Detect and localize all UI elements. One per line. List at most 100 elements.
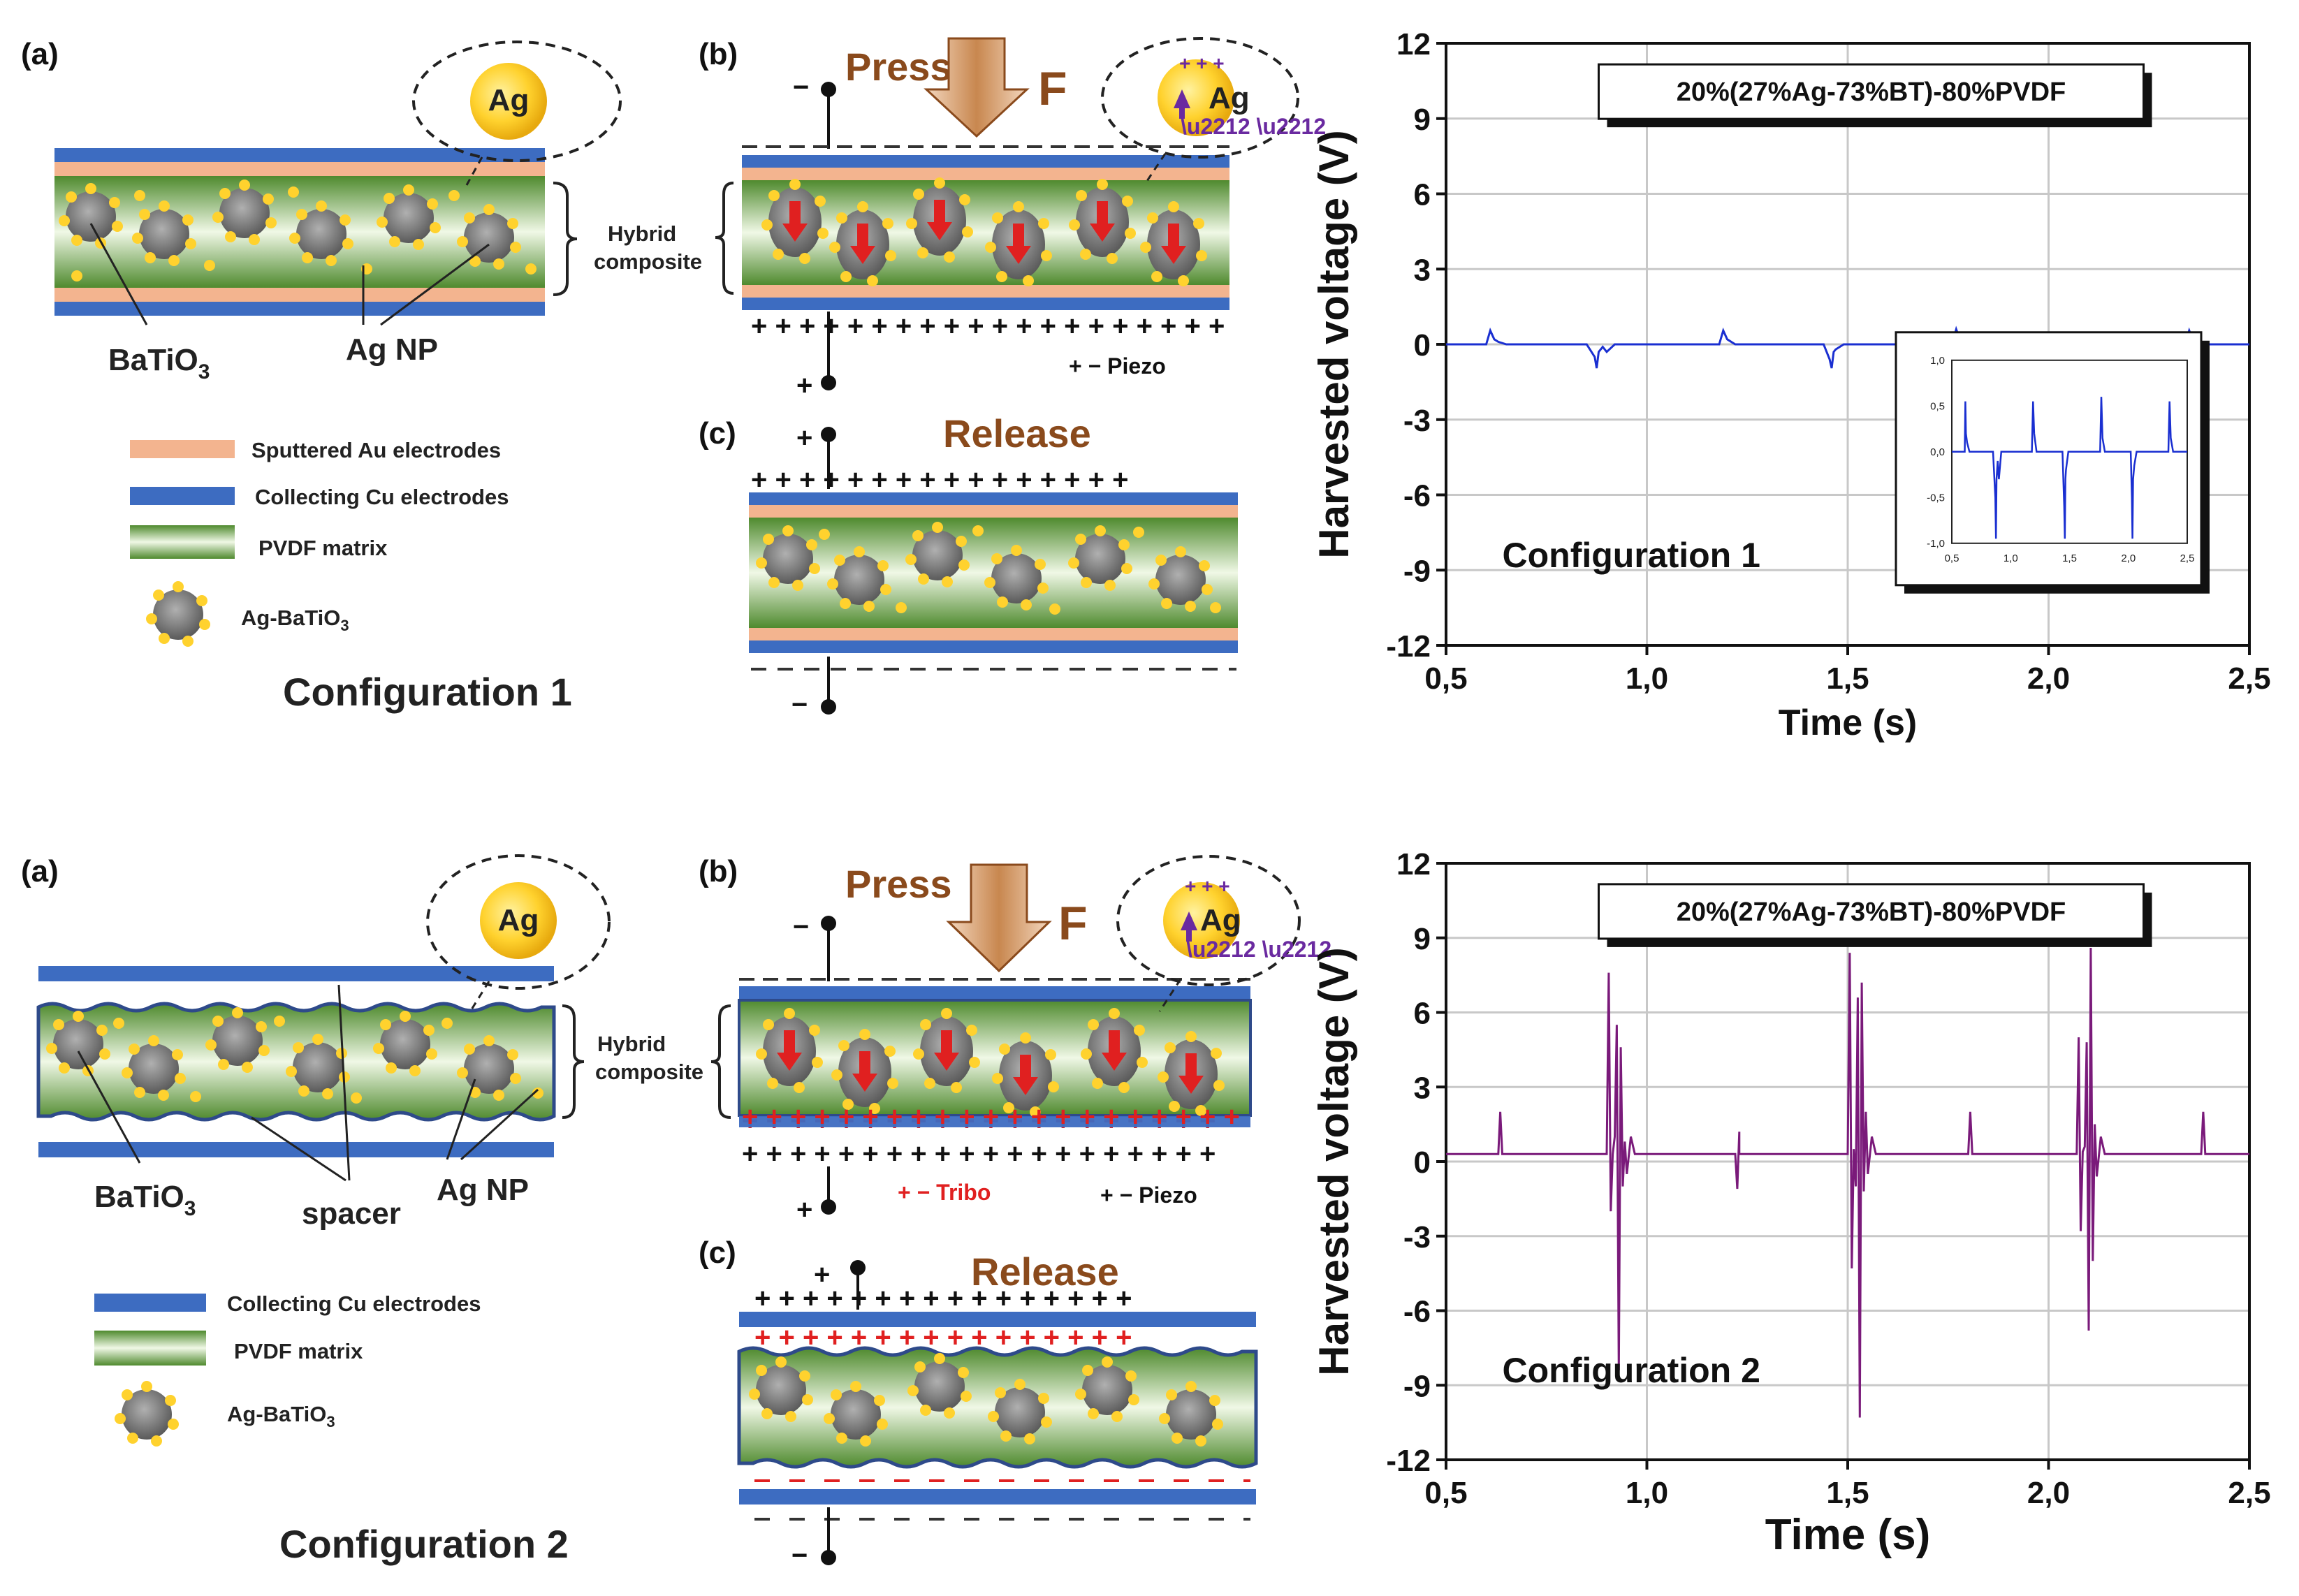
config1-batio3-pointer [89,223,148,325]
config1-piezo-legend: + − Piezo [1069,353,1166,379]
y-tick-label: -3 [1403,1220,1431,1254]
config1-bottom-cu-electrode [54,302,545,316]
x-tick-label: 0,5 [1424,661,1467,696]
config1-title: Configuration 1 [283,670,572,714]
config2-spacer-label: spacer [302,1196,401,1231]
config2-press-label: Press [845,862,952,906]
svg-text:+ + + + + + + + + + + + + + +: + + + + + + + + + + + + + + + + + + + + … [742,1101,1240,1132]
config1-hybrid-label-2: composite [594,249,702,274]
config2-agnp-label: Ag NP [437,1173,529,1207]
config2-device-a: Ag Hybrid composite BaTiO3 spacer Ag NP [36,854,703,1231]
inset-x-tick: 2,5 [2180,552,2195,564]
config2-ag-bubble-label: Ag [498,903,539,937]
config1-top-au-electrode [54,162,545,176]
config2-panel-b-label: (b) [699,854,738,888]
svg-text:Ag: Ag [1200,903,1241,937]
x-tick-label: 2,0 [2027,1476,2070,1510]
y-tick-label: 0 [1414,1145,1431,1180]
chart-annotation: Configuration 2 [1503,1351,1760,1390]
config1-device-a: Ag Hybrid composite BaTiO3 Ag NP [54,41,702,383]
config2-c-top-positive-charges: + + + + + + + + + + + + + + + + [754,1283,1132,1314]
legend-au-swatch [130,440,235,458]
config1-b-ag-label: Ag [1209,81,1250,115]
y-tick-label: -12 [1386,1444,1431,1478]
svg-text:\u2212 \u2212: \u2212 \u2212 [1186,937,1331,962]
inset-x-tick: 2,0 [2121,552,2136,564]
config2-particles-a [46,1007,543,1104]
chart-title-box: 20%(27%Ag-73%BT)-80%PVDF [1598,63,2152,128]
y-tick-label: 0 [1414,328,1431,363]
config2-panel-a-label: (a) [21,854,59,888]
y-tick-label: -6 [1403,1295,1431,1329]
config2-device-b: Press F − + + + + + + + + + + + + + + + … [710,855,1331,1225]
inset-y-tick: 0,5 [1930,400,1945,412]
legend-cu-swatch [130,487,235,505]
title-box-frame [1598,883,2145,940]
config1-bottom-au-electrode [54,288,545,302]
title-box-frame [1598,63,2145,120]
config1-schematic: (a) [21,37,1326,720]
config2-legend-pvdf-label: PVDF matrix [234,1339,363,1363]
inset-chart: 0,5 1,0 1,5 2,0 2,5 1,0 0,5 0,0 -0,5 -1,0 [1895,331,2210,594]
y-tick-label: -9 [1403,1369,1431,1403]
x-tick-label: 2,5 [2228,661,2270,696]
y-tick-label: 6 [1414,997,1431,1031]
config2-legend-cu-label: Collecting Cu electrodes [227,1291,481,1316]
inset-x-tick: 1,0 [2004,552,2018,564]
chart-title-box: 20%(27%Ag-73%BT)-80%PVDF [1598,883,2152,947]
config1-ag-bubble-label: Ag [488,83,530,117]
y-tick-label: -6 [1403,479,1431,513]
config2-piezo-legend: + − Piezo [1100,1183,1197,1208]
config2-schematic: (a) Ag Hybri [21,854,1331,1571]
y-axis-title: Harvested voltage (V) [1311,947,1357,1376]
y-tick-label: 3 [1414,253,1431,287]
config2-b-bottom-positive-charges: + + + + + + + + + + + + + + + + + + + + [742,1139,1216,1169]
inset-y-tick: 1,0 [1930,355,1945,367]
x-tick-label: 1,0 [1626,661,1668,696]
chart-title: 20%(27%Ag-73%BT)-80%PVDF [1677,898,2066,927]
config1-ag-bubble-outline [412,41,622,162]
config1-agnp-pointer-2 [380,243,490,326]
x-tick-label: 2,0 [2027,661,2070,696]
config1-c-top-positive-charges: + + + + + + + + + + + + + + + + [751,464,1128,495]
y-axis-title: Harvested voltage (V) [1311,130,1357,559]
plot-frame [1445,862,2251,1461]
chart-config1: 0,5 1,0 1,5 2,0 2,5 12 9 6 3 0 -3 -6 -9 -12 20%(27%Ag-… [1311,27,2271,743]
x-tick-label: 1,5 [1826,661,1869,696]
x-axis-title: Time (s) [1765,1511,1931,1559]
x-tick-label: 1,5 [1826,1476,1869,1510]
svg-text:+: + [814,1259,830,1290]
x-tick-label: 2,5 [2228,1476,2270,1510]
svg-text:\u2212 \u2212: \u2212 \u2212 [1181,114,1326,139]
config2-bottom-cu-electrode [38,1142,554,1157]
legend-pvdf-label: PVDF matrix [258,536,388,560]
svg-text:+ + +: + + + [1179,52,1225,74]
config1-press-label: Press [845,45,952,89]
inset-x-tick: 0,5 [1945,552,1959,564]
config1-hybrid-label-1: Hybrid [608,221,676,246]
config1-force-arrow [924,37,1030,138]
config1-panel-a-label: (a) [21,37,59,71]
config1-top-terminal-sign: − [793,72,809,103]
config1-top-terminal [821,82,836,97]
legend-agbt-label: Ag-BaTiO3 [241,606,349,634]
legend-agbt-icon [146,581,210,647]
y-tick-label: -3 [1403,404,1431,438]
y-tick-label: 9 [1414,922,1431,956]
svg-text:+: + [796,423,812,453]
config2-release-label: Release [971,1250,1119,1294]
inset-x-tick: 1,5 [2062,552,2077,564]
config1-b-bottom-terminal-sign: + [796,370,812,401]
config1-force-label: F [1038,62,1067,115]
series-line-voltage [1446,947,2249,1418]
config1-batio3-label: BaTiO3 [108,343,210,383]
config1-b-bottom-positive-charges: + + + + + + + + + + + + + + + + + + + + [751,311,1225,342]
x-tick-label: 1,0 [1626,1476,1668,1510]
config1-top-cu-electrode [54,148,545,162]
chart-config2: 0,5 1,0 1,5 2,0 2,5 12 9 6 3 0 -3 -6 -9 -12 20%(27%Ag-… [1311,847,2271,1559]
config1-agnp-label: Ag NP [346,332,438,367]
svg-text:−: − [793,912,809,942]
svg-text:+: + [796,1194,812,1225]
config2-hybrid-label-1: Hybrid [597,1032,666,1056]
